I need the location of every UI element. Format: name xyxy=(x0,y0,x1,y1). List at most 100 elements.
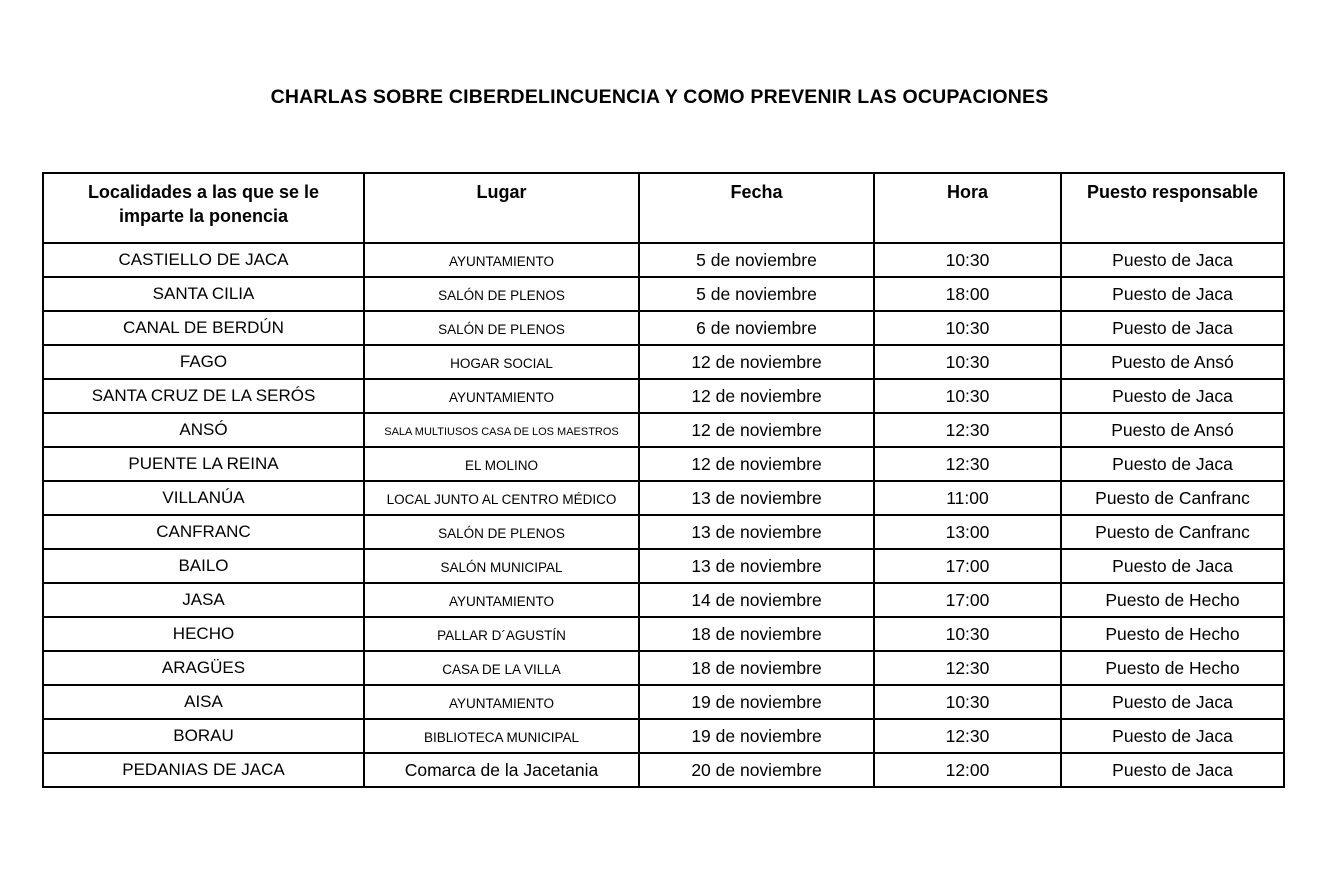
cell-localidad: FAGO xyxy=(42,344,365,380)
cell-lugar: SALÓN MUNICIPAL xyxy=(363,548,640,584)
cell-hora: 10:30 xyxy=(873,616,1062,652)
cell-puesto: Puesto de Jaca xyxy=(1060,378,1285,414)
cell-lugar: SALÓN DE PLENOS xyxy=(363,310,640,346)
cell-hora: 11:00 xyxy=(873,480,1062,516)
cell-hora: 10:30 xyxy=(873,684,1062,720)
cell-hora: 10:30 xyxy=(873,242,1062,278)
cell-fecha: 6 de noviembre xyxy=(638,310,875,346)
cell-hora: 13:00 xyxy=(873,514,1062,550)
cell-lugar: SALÓN DE PLENOS xyxy=(363,514,640,550)
cell-puesto: Puesto de Jaca xyxy=(1060,752,1285,788)
table-row: AISA AYUNTAMIENTO 19 de noviembre 10:30 … xyxy=(42,684,1285,720)
cell-lugar: AYUNTAMIENTO xyxy=(363,242,640,278)
cell-fecha: 13 de noviembre xyxy=(638,480,875,516)
cell-lugar: BIBLIOTECA MUNICIPAL xyxy=(363,718,640,754)
table-row: HECHO PALLAR D´AGUSTÍN 18 de noviembre 1… xyxy=(42,616,1285,652)
cell-lugar: PALLAR D´AGUSTÍN xyxy=(363,616,640,652)
cell-hora: 12:00 xyxy=(873,752,1062,788)
cell-puesto: Puesto de Canfranc xyxy=(1060,514,1285,550)
header-row: Localidades a las que se le imparte la p… xyxy=(42,172,1285,244)
cell-puesto: Puesto de Hecho xyxy=(1060,616,1285,652)
table-row: SANTA CRUZ DE LA SERÓS AYUNTAMIENTO 12 d… xyxy=(42,378,1285,414)
document-title: CHARLAS SOBRE CIBERDELINCUENCIA Y COMO P… xyxy=(270,86,1049,108)
schedule-table: Localidades a las que se le imparte la p… xyxy=(42,172,1285,788)
col-header-puesto: Puesto responsable xyxy=(1060,172,1285,244)
table-row: SANTA CILIA SALÓN DE PLENOS 5 de noviemb… xyxy=(42,276,1285,312)
cell-localidad: PUENTE LA REINA xyxy=(42,446,365,482)
cell-fecha: 13 de noviembre xyxy=(638,548,875,584)
cell-puesto: Puesto de Ansó xyxy=(1060,412,1285,448)
table-row: FAGO HOGAR SOCIAL 12 de noviembre 10:30 … xyxy=(42,344,1285,380)
table-row: JASA AYUNTAMIENTO 14 de noviembre 17:00 … xyxy=(42,582,1285,618)
col-header-fecha: Fecha xyxy=(638,172,875,244)
cell-fecha: 18 de noviembre xyxy=(638,650,875,686)
col-header-localidades: Localidades a las que se le imparte la p… xyxy=(42,172,365,244)
cell-lugar: EL MOLINO xyxy=(363,446,640,482)
cell-hora: 12:30 xyxy=(873,650,1062,686)
table-row: ANSÓ SALA MULTIUSOS CASA DE LOS MAESTROS… xyxy=(42,412,1285,448)
col-header-hora: Hora xyxy=(873,172,1062,244)
cell-lugar: AYUNTAMIENTO xyxy=(363,582,640,618)
cell-hora: 10:30 xyxy=(873,310,1062,346)
cell-puesto: Puesto de Jaca xyxy=(1060,548,1285,584)
cell-localidad: BAILO xyxy=(42,548,365,584)
cell-localidad: PEDANIAS DE JACA xyxy=(42,752,365,788)
cell-localidad: ARAGÜES xyxy=(42,650,365,686)
cell-puesto: Puesto de Jaca xyxy=(1060,684,1285,720)
cell-localidad: VILLANÚA xyxy=(42,480,365,516)
cell-hora: 17:00 xyxy=(873,582,1062,618)
table-row: ARAGÜES CASA DE LA VILLA 18 de noviembre… xyxy=(42,650,1285,686)
table-row: VILLANÚA LOCAL JUNTO AL CENTRO MÉDICO 13… xyxy=(42,480,1285,516)
cell-localidad: BORAU xyxy=(42,718,365,754)
cell-hora: 12:30 xyxy=(873,718,1062,754)
cell-puesto: Puesto de Jaca xyxy=(1060,276,1285,312)
cell-fecha: 19 de noviembre xyxy=(638,684,875,720)
cell-fecha: 12 de noviembre xyxy=(638,446,875,482)
cell-fecha: 5 de noviembre xyxy=(638,242,875,278)
cell-puesto: Puesto de Hecho xyxy=(1060,650,1285,686)
cell-localidad: CASTIELLO DE JACA xyxy=(42,242,365,278)
cell-lugar: SALÓN DE PLENOS xyxy=(363,276,640,312)
table-row: BAILO SALÓN MUNICIPAL 13 de noviembre 17… xyxy=(42,548,1285,584)
cell-puesto: Puesto de Hecho xyxy=(1060,582,1285,618)
cell-hora: 12:30 xyxy=(873,446,1062,482)
cell-fecha: 19 de noviembre xyxy=(638,718,875,754)
table-row: BORAU BIBLIOTECA MUNICIPAL 19 de noviemb… xyxy=(42,718,1285,754)
cell-fecha: 12 de noviembre xyxy=(638,412,875,448)
cell-lugar: CASA DE LA VILLA xyxy=(363,650,640,686)
cell-puesto: Puesto de Canfranc xyxy=(1060,480,1285,516)
table-row: CASTIELLO DE JACA AYUNTAMIENTO 5 de novi… xyxy=(42,242,1285,278)
cell-fecha: 20 de noviembre xyxy=(638,752,875,788)
cell-puesto: Puesto de Jaca xyxy=(1060,310,1285,346)
cell-hora: 17:00 xyxy=(873,548,1062,584)
cell-lugar: Comarca de la Jacetania xyxy=(363,752,640,788)
cell-puesto: Puesto de Ansó xyxy=(1060,344,1285,380)
table-row: CANFRANC SALÓN DE PLENOS 13 de noviembre… xyxy=(42,514,1285,550)
cell-localidad: CANFRANC xyxy=(42,514,365,550)
cell-puesto: Puesto de Jaca xyxy=(1060,446,1285,482)
cell-lugar: LOCAL JUNTO AL CENTRO MÉDICO xyxy=(363,480,640,516)
table-row: CANAL DE BERDÚN SALÓN DE PLENOS 6 de nov… xyxy=(42,310,1285,346)
cell-hora: 18:00 xyxy=(873,276,1062,312)
cell-fecha: 14 de noviembre xyxy=(638,582,875,618)
cell-localidad: ANSÓ xyxy=(42,412,365,448)
cell-localidad: SANTA CRUZ DE LA SERÓS xyxy=(42,378,365,414)
cell-puesto: Puesto de Jaca xyxy=(1060,242,1285,278)
cell-fecha: 5 de noviembre xyxy=(638,276,875,312)
cell-lugar: AYUNTAMIENTO xyxy=(363,684,640,720)
cell-fecha: 12 de noviembre xyxy=(638,344,875,380)
cell-fecha: 12 de noviembre xyxy=(638,378,875,414)
cell-localidad: AISA xyxy=(42,684,365,720)
cell-lugar: HOGAR SOCIAL xyxy=(363,344,640,380)
cell-localidad: CANAL DE BERDÚN xyxy=(42,310,365,346)
table-body: CASTIELLO DE JACA AYUNTAMIENTO 5 de novi… xyxy=(42,242,1285,788)
cell-fecha: 18 de noviembre xyxy=(638,616,875,652)
cell-lugar: AYUNTAMIENTO xyxy=(363,378,640,414)
cell-lugar: SALA MULTIUSOS CASA DE LOS MAESTROS xyxy=(363,412,640,448)
cell-fecha: 13 de noviembre xyxy=(638,514,875,550)
cell-hora: 12:30 xyxy=(873,412,1062,448)
cell-puesto: Puesto de Jaca xyxy=(1060,718,1285,754)
cell-hora: 10:30 xyxy=(873,378,1062,414)
table-row: PUENTE LA REINA EL MOLINO 12 de noviembr… xyxy=(42,446,1285,482)
